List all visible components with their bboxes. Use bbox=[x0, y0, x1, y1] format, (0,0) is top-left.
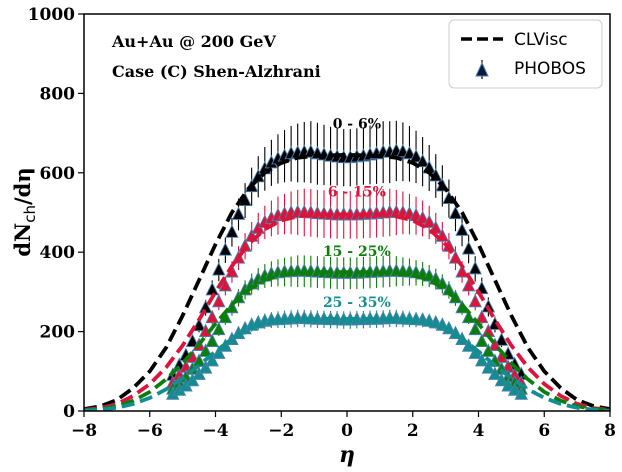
data-point bbox=[475, 352, 489, 367]
y-axis: 0 200 400 600 800 1000 bbox=[28, 5, 84, 422]
x-tick-label: −8 bbox=[71, 421, 97, 441]
y-axis-label-sub: ch bbox=[21, 205, 39, 223]
x-axis: −8 −6 −4 −2 0 2 4 6 8 bbox=[71, 411, 616, 441]
data-point bbox=[231, 206, 246, 220]
data-point bbox=[481, 343, 496, 357]
data-point bbox=[415, 210, 430, 224]
y-tick-label: 400 bbox=[40, 243, 76, 263]
data-point bbox=[205, 352, 219, 367]
data-point bbox=[409, 148, 423, 163]
data-point bbox=[212, 262, 226, 276]
data-point bbox=[212, 321, 226, 336]
centrality-label: 0 - 6% bbox=[333, 116, 381, 132]
data-point bbox=[488, 366, 502, 380]
data-point bbox=[468, 293, 482, 308]
data-point bbox=[514, 386, 528, 400]
model-curve bbox=[84, 270, 610, 411]
y-tick-label: 200 bbox=[40, 323, 76, 343]
y-axis-label: dNch/dη bbox=[10, 167, 39, 256]
data-point bbox=[198, 343, 213, 357]
data-point bbox=[218, 242, 233, 256]
y-axis-label-main: dN bbox=[10, 223, 35, 257]
centrality-label: 15 - 25% bbox=[323, 244, 391, 260]
data-point bbox=[212, 293, 226, 308]
data-point bbox=[422, 214, 436, 228]
data-point bbox=[198, 299, 213, 314]
x-tick-label: 0 bbox=[341, 421, 353, 441]
x-tick-label: 2 bbox=[407, 421, 419, 441]
x-tick-label: −4 bbox=[202, 421, 228, 441]
data-point bbox=[507, 382, 522, 396]
legend-phobos-label: PHOBOS bbox=[514, 59, 586, 79]
data-point bbox=[205, 309, 219, 324]
x-tick-label: −2 bbox=[268, 421, 294, 441]
data-point bbox=[494, 332, 509, 346]
data-point bbox=[461, 309, 476, 324]
data-point bbox=[231, 250, 246, 264]
data-point bbox=[475, 309, 489, 324]
collision-system-annotation: Au+Au @ 200 GeV bbox=[111, 32, 276, 51]
data-point bbox=[212, 345, 226, 359]
y-tick-label: 800 bbox=[40, 84, 76, 104]
series-3: 25 - 35% bbox=[84, 295, 610, 411]
x-tick-label: 8 bbox=[604, 421, 616, 441]
data-point bbox=[455, 264, 469, 278]
data-point bbox=[468, 260, 482, 275]
x-tick-label: 4 bbox=[473, 421, 485, 441]
y-tick-label: 0 bbox=[63, 402, 75, 422]
model-curve bbox=[84, 212, 610, 411]
series-2: 15 - 25% bbox=[84, 244, 610, 411]
x-tick-label: −6 bbox=[137, 421, 163, 441]
series-1: 6 - 15% bbox=[84, 185, 610, 411]
x-axis-label: η bbox=[339, 442, 355, 468]
data-point bbox=[415, 153, 430, 168]
data-point bbox=[225, 224, 239, 238]
centrality-label: 6 - 15% bbox=[328, 185, 386, 201]
plot-area: 0 - 6% 6 - 15% 15 - 25% 25 - 35% bbox=[84, 116, 610, 411]
data-point bbox=[198, 360, 213, 374]
data-point bbox=[205, 281, 219, 296]
data-point bbox=[422, 268, 436, 282]
data-point bbox=[402, 145, 417, 160]
data-point bbox=[455, 222, 469, 236]
legend-box bbox=[448, 19, 603, 89]
data-point bbox=[481, 360, 496, 374]
data-point bbox=[494, 372, 509, 387]
y-tick-label: 600 bbox=[40, 164, 76, 184]
series-0: 0 - 6% bbox=[84, 116, 610, 411]
data-point bbox=[501, 377, 515, 392]
data-point bbox=[461, 277, 476, 292]
legend-phobos-marker bbox=[475, 61, 489, 77]
legend-clvisc-label: CLVisc bbox=[514, 30, 568, 50]
centrality-label: 25 - 35% bbox=[323, 295, 391, 311]
data-point bbox=[205, 333, 219, 347]
data-point bbox=[185, 333, 200, 347]
x-tick-label: 6 bbox=[538, 421, 550, 441]
case-annotation: Case (C) Shen-Alzhrani bbox=[112, 62, 321, 81]
data-point bbox=[468, 321, 482, 336]
y-tick-label: 1000 bbox=[28, 5, 75, 25]
y-axis-label-tail: /dη bbox=[10, 167, 35, 205]
data-point bbox=[218, 277, 233, 292]
legend: CLVisc PHOBOS bbox=[448, 19, 603, 89]
data-point bbox=[461, 241, 476, 255]
model-curve bbox=[84, 317, 610, 411]
data-point bbox=[488, 337, 502, 351]
data-point bbox=[448, 205, 463, 220]
data-point bbox=[475, 333, 489, 347]
model-curve bbox=[84, 152, 610, 411]
